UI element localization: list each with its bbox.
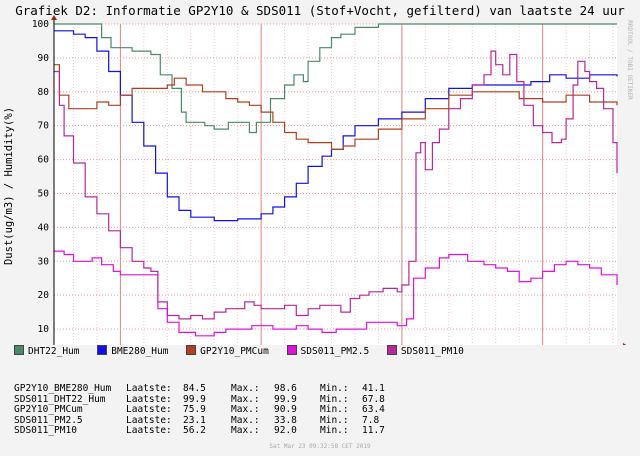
legend-label: DHT22_Hum <box>28 346 80 357</box>
y-tick-label: 40 <box>38 222 50 233</box>
stat-last-label: Laatste: <box>126 393 172 405</box>
y-tick-label: 30 <box>38 256 50 267</box>
legend-label: BME280_Hum <box>111 346 169 357</box>
series-line-sds011-pm10 <box>54 50 618 320</box>
plot-area <box>54 24 617 345</box>
series-line-sds011-pm2-5 <box>54 250 618 337</box>
stat-min-label: Min.: <box>320 393 349 405</box>
stat-min-value: 7.8 <box>362 414 380 426</box>
stat-name: GP2Y10_PMCum <box>14 404 83 416</box>
stat-min-label: Min.: <box>320 425 349 437</box>
stat-last-value: 84.5 <box>183 383 206 394</box>
stat-max-value: 90.9 <box>274 404 297 416</box>
stat-max-label: Max.: <box>231 383 260 394</box>
stat-max-label: Max.: <box>231 425 260 437</box>
stat-max-value: 92.0 <box>274 425 297 437</box>
stat-name: SDS011_DHT22_Hum <box>14 393 106 405</box>
stat-max-value: 98.6 <box>274 383 297 394</box>
stat-name: SDS011_PM10 <box>14 425 77 437</box>
stat-min-value: 67.8 <box>362 393 385 405</box>
legend-label: SDS011_PM10 <box>400 346 464 357</box>
stat-min-value: 63.4 <box>362 404 385 416</box>
legend-item: GP2Y10_PMCum <box>186 345 269 357</box>
y-tick-label: 70 <box>38 121 50 132</box>
legend-item: SDS011_PM2.5 <box>286 345 370 357</box>
series-line-dht22-hum <box>54 23 617 134</box>
stats-row: GP2Y10_PMCum Laatste: 75.9 Max.: 90.9 Min.: 63… <box>14 405 385 416</box>
y-tick-label: 50 <box>38 188 50 199</box>
chart-canvas: Grafiek D2: Informatie GP2Y10 & SDS011 (… <box>3 3 633 345</box>
legend-swatch <box>186 345 197 355</box>
stats-row: GP2Y10_BME280_Hum Laatste: 84.5 Max.: 98.6 Mi… <box>14 383 385 395</box>
stat-min-value: 41.1 <box>362 383 385 394</box>
y-tick-label: 80 <box>38 87 50 98</box>
stat-max-label: Max.: <box>231 404 260 416</box>
legend-label: SDS011_PM2.5 <box>300 346 370 357</box>
stat-min-label: Min.: <box>320 383 349 394</box>
stat-last-value: 23.1 <box>183 414 206 426</box>
stats-row: SDS011_PM2.5 Laatste: 23.1 Max.: 33.8 Min.: 7.… <box>14 414 385 427</box>
stat-min-label: Min.: <box>320 404 349 416</box>
stat-max-label: Max.: <box>231 393 260 405</box>
legend-item: BME280_Hum <box>97 345 168 357</box>
stat-max-value: 33.8 <box>274 414 297 426</box>
y-tick-label: 90 <box>38 53 50 64</box>
stat-last-value: 75.9 <box>183 404 206 416</box>
stat-last-value: 56.2 <box>183 425 206 437</box>
stat-max-value: 99.9 <box>274 393 297 405</box>
stats-row: SDS011_DHT22_Hum Laatste: 99.9 Max.: 99.9 Min… <box>14 393 385 406</box>
stat-last-value: 99.9 <box>183 393 206 405</box>
series-line-gp2y10-pmcum <box>54 64 618 150</box>
legend-item: DHT22_Hum <box>14 345 79 357</box>
stats-table: GP2Y10_BME280_Hum Laatste: 84.5 Max.: 98.6 Mi… <box>14 383 385 437</box>
legend-swatch <box>386 345 397 355</box>
legend-swatch <box>97 345 108 355</box>
stat-name: GP2Y10_BME280_Hum <box>14 383 112 394</box>
axes: 102030405060708090100Fri 12:00Fri 18:00S… <box>32 15 627 345</box>
chart-title: Grafiek D2: Informatie GP2Y10 & SDS011 (… <box>15 3 625 18</box>
stat-max-label: Max.: <box>231 414 260 426</box>
x-axis-arrow <box>623 343 627 345</box>
stat-name: SDS011_PM2.5 <box>14 414 83 426</box>
legend-swatch <box>14 345 24 355</box>
legend: DHT22_Hum BME280_Hum GP2Y10_PMCum SDS011… <box>14 345 476 357</box>
y-tick-label: 10 <box>38 324 50 335</box>
stat-min-label: Min.: <box>320 414 349 426</box>
y-tick-label: 60 <box>38 155 50 166</box>
y-tick-label: 100 <box>32 19 49 30</box>
grid <box>54 23 617 345</box>
y-axis-label: Dust(ug/m3) / Humidity(%) <box>3 107 15 265</box>
legend-label: GP2Y10_PMCum <box>200 346 269 357</box>
y-axis-arrow <box>51 15 57 20</box>
series-group <box>54 23 618 337</box>
stat-last-label: Laatste: <box>126 414 172 426</box>
stat-last-label: Laatste: <box>126 383 172 394</box>
footer-timestamp: Sat Mar 23 09:32:58 CET 2019 <box>269 443 371 450</box>
stat-min-value: 11.7 <box>362 425 385 437</box>
stat-last-label: Laatste: <box>126 404 172 416</box>
y-tick-label: 20 <box>38 290 50 301</box>
side-label: RRDTOOL / TOBI OETIKER <box>626 20 633 100</box>
stats-row: SDS011_PM10 Laatste: 56.2 Max.: 92.0 Min.: 11.… <box>14 426 385 437</box>
stat-last-label: Laatste: <box>126 425 172 437</box>
legend-item: SDS011_PM10 <box>386 345 464 357</box>
legend-swatch <box>286 345 297 355</box>
